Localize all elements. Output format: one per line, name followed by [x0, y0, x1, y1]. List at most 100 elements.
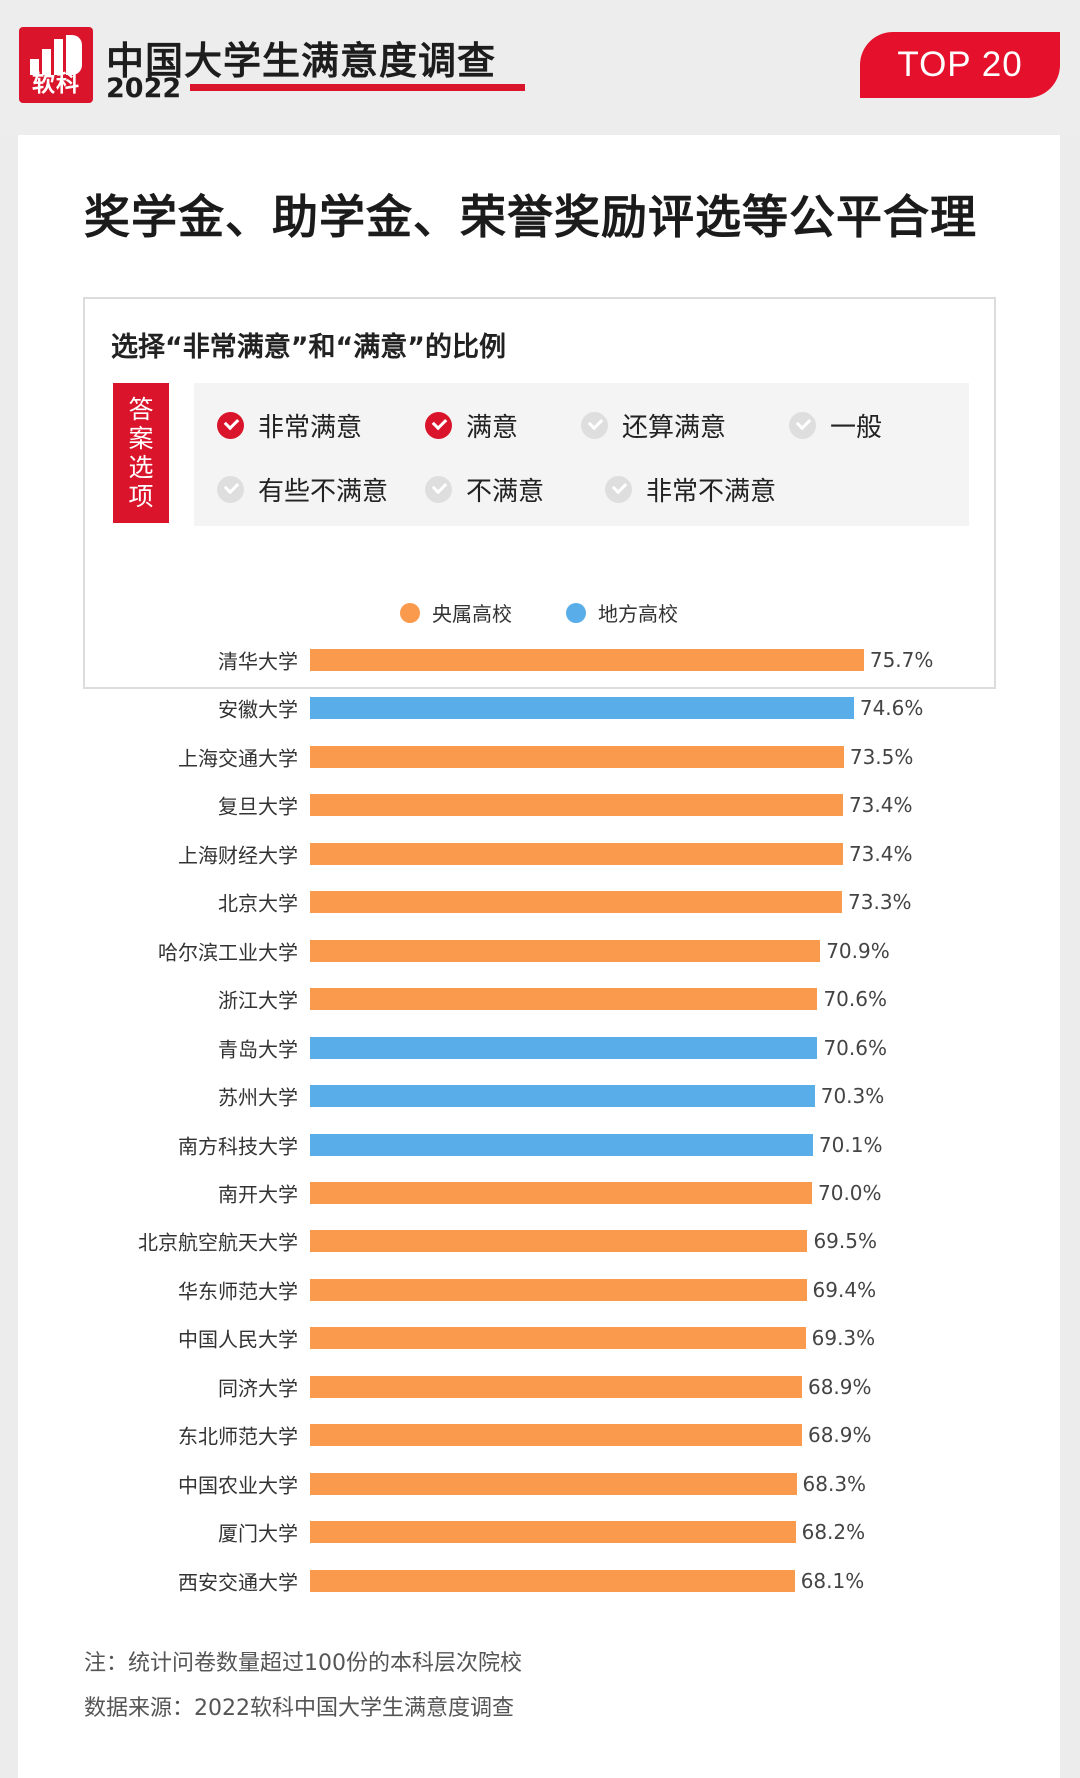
answer-option-label: 还算满意 [622, 413, 727, 443]
value-label: 69.4% [812, 1277, 877, 1302]
category-label: 苏州大学 [218, 1085, 298, 1110]
category-label: 中国人民大学 [178, 1327, 298, 1352]
bar [310, 1569, 795, 1592]
brand-year: 2022 [106, 73, 182, 104]
value-label: 70.0% [818, 1180, 882, 1205]
chart-legend: 央属高校 地方高校 [18, 590, 1060, 630]
bar [310, 1230, 808, 1253]
category-label: 华东师范大学 [178, 1279, 298, 1304]
legend-label: 地方高校 [598, 602, 678, 626]
unchecked-icon [789, 412, 816, 439]
top-badge: TOP 20 [860, 32, 1060, 98]
category-label: 厦门大学 [218, 1521, 298, 1546]
answer-option-label: 非常不满意 [646, 477, 777, 507]
unchecked-icon [217, 476, 244, 503]
content-card: 奖学金、助学金、荣誉奖励评选等公平合理 选择“非常满意”和“满意”的比例 答案选… [18, 135, 1060, 1778]
answer-option-label: 一般 [830, 413, 883, 443]
answer-option: 一般 [789, 407, 882, 444]
category-label: 南开大学 [218, 1182, 298, 1207]
bar [310, 1085, 815, 1108]
value-label: 73.4% [848, 841, 913, 866]
category-label: 安徽大学 [218, 697, 298, 722]
category-label: 北京大学 [218, 891, 298, 916]
value-label: 68.3% [802, 1471, 867, 1496]
value-label: 70.3% [820, 1084, 885, 1109]
options-subtitle: 选择“非常满意”和“满意”的比例 [111, 332, 506, 363]
value-label: 73.4% [848, 793, 913, 818]
answer-option: 非常满意 [217, 407, 362, 444]
value-label: 68.2% [801, 1520, 866, 1545]
logo-text: 软科 [32, 71, 80, 97]
unchecked-icon [425, 476, 452, 503]
legend-item-central: 央属高校 [400, 598, 512, 627]
category-label: 同济大学 [218, 1376, 298, 1401]
data-source: 数据来源：2022软科中国大学生满意度调查 [84, 1696, 514, 1721]
value-label: 70.9% [826, 938, 890, 963]
category-label: 上海交通大学 [178, 746, 298, 771]
value-label: 68.9% [807, 1423, 872, 1448]
legend-label: 央属高校 [432, 602, 512, 626]
bar [310, 1181, 812, 1204]
bar [310, 1327, 806, 1350]
answer-option-label: 非常满意 [258, 413, 363, 443]
bar [310, 794, 843, 817]
legend-dot-local [566, 602, 586, 623]
bar [310, 842, 843, 865]
brand-underline [190, 84, 525, 91]
answer-option: 有些不满意 [217, 471, 388, 508]
value-label: 73.5% [849, 744, 914, 769]
page-title: 奖学金、助学金、荣誉奖励评选等公平合理 [84, 190, 977, 244]
answer-options-box: 选择“非常满意”和“满意”的比例 答案选项 非常满意 满意 还算满意 一般有些不满意 不… [83, 297, 996, 689]
value-label: 68.9% [807, 1374, 872, 1399]
answer-option-label: 有些不满意 [258, 477, 389, 507]
category-label: 南方科技大学 [178, 1134, 298, 1158]
header: 软科 中国大学生满意度调查 2022 TOP 20 [0, 0, 1080, 135]
bar [310, 1278, 807, 1301]
options-panel [194, 383, 969, 526]
category-label: 哈尔滨工业大学 [158, 940, 298, 965]
checked-icon [425, 412, 452, 439]
category-label: 清华大学 [218, 649, 298, 674]
value-label: 75.7% [869, 648, 934, 672]
brand-title: 中国大学生满意度调查 [106, 39, 497, 83]
bar [310, 745, 844, 768]
legend-dot-central [400, 602, 420, 623]
answer-option: 满意 [425, 407, 518, 444]
answer-option: 非常不满意 [605, 471, 776, 508]
value-label: 68.1% [800, 1568, 865, 1593]
bar [310, 891, 843, 914]
category-label: 东北师范大学 [178, 1424, 298, 1449]
value-label: 69.3% [811, 1326, 876, 1351]
value-label: 70.1% [818, 1132, 883, 1157]
unchecked-icon [605, 476, 632, 503]
checked-icon [217, 412, 244, 439]
legend-item-local: 地方高校 [566, 598, 678, 627]
value-label: 69.5% [813, 1229, 877, 1254]
category-label: 北京航空航天大学 [138, 1230, 298, 1255]
bar [310, 1472, 797, 1495]
answer-option-label: 不满意 [466, 477, 545, 507]
value-label: 74.6% [859, 696, 924, 721]
bar-chart: 清华大学 75.7% 安徽大学 74.6% 上海交通大学 73.5% 复旦大学 73.4% 上海… [18, 635, 1060, 1735]
category-label: 西安交通大学 [178, 1570, 298, 1595]
bar [310, 1375, 802, 1398]
value-label: 73.3% [848, 890, 912, 915]
answer-tag: 答案选项 [113, 383, 169, 523]
bar [310, 1036, 818, 1059]
category-label: 上海财经大学 [178, 843, 298, 868]
bar [310, 1521, 796, 1544]
bar [310, 697, 854, 720]
answer-option: 不满意 [425, 471, 544, 508]
answer-option-label: 满意 [466, 413, 519, 443]
footnote: 注：统计问卷数量超过100份的本科层次院校 [84, 1651, 522, 1676]
category-label: 青岛大学 [218, 1037, 298, 1062]
answer-option: 还算满意 [581, 407, 726, 444]
bar [310, 649, 864, 671]
bar-chart-icon [28, 35, 84, 75]
category-label: 浙江大学 [218, 988, 298, 1013]
bar [310, 1133, 813, 1156]
category-label: 中国农业大学 [178, 1473, 298, 1498]
bar [310, 1424, 802, 1447]
value-label: 70.6% [823, 987, 887, 1012]
value-label: 70.6% [823, 1035, 887, 1060]
